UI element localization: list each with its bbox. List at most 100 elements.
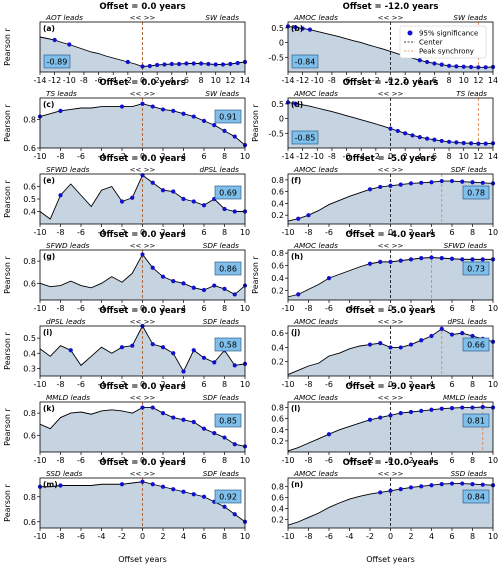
x-tick-label: -2 [118,456,126,465]
left-lead-label: AOT leads [45,13,83,22]
significance-point [293,25,298,30]
x-tick-label: 10 [240,532,250,541]
significance-point [201,203,207,208]
y-axis-label: Pearson r [3,407,12,445]
significance-point [432,137,437,142]
significance-point [480,482,485,487]
significance-point [378,415,383,420]
r-value-label: 0.58 [219,341,237,350]
panel-title: Offset = 0.0 years [99,306,185,316]
x-tick-label: -8 [57,456,65,465]
y-axis-label: Pearson r [251,103,260,141]
significance-point [177,61,182,67]
x-axis-label: Offset years [118,555,167,564]
x-tick-label: -8 [57,532,65,541]
center-arrows: << >> [378,318,404,326]
significance-point [439,178,444,184]
x-tick-label: 8 [222,152,227,161]
y-tick-label: 0.6 [23,518,36,527]
significance-point [222,435,227,440]
r-value-label: 0.86 [219,265,237,274]
significance-point [220,62,226,67]
x-tick-label: -4 [346,380,354,389]
x-tick-label: -4 [346,532,354,541]
x-tick-label: 10 [488,380,498,389]
left-lead-label: AMOC leads [293,13,338,22]
significance-point [191,199,196,204]
x-tick-label: -4 [357,76,365,85]
significance-point [191,285,196,290]
right-lead-label: SDF leads [203,241,239,250]
chart-panel: Offset = 0.0 years AOT leads SW leads << >>… [33,2,250,85]
significance-point [429,483,434,488]
x-tick-label: 6 [184,76,189,85]
x-tick-label: 0 [388,380,393,389]
left-lead-label: dPSL leads [46,317,86,326]
x-tick-label: 0 [388,228,393,237]
center-arrows: << >> [130,90,156,98]
r-value-box [214,413,242,428]
significance-point [171,415,176,420]
panel-label: (k) [43,404,55,413]
x-tick-label: 2 [160,380,165,389]
x-tick-label: -8 [80,76,88,85]
x-tick-label: -4 [98,304,106,313]
x-tick-label: 10 [488,456,498,465]
x-tick-label: -12 [48,76,61,85]
significance-point [140,64,145,69]
r-value-box [214,489,242,504]
significance-point [191,61,196,66]
x-tick-label: 10 [488,304,498,313]
significance-point [326,276,332,281]
y-tick-label: 0.6 [271,493,284,502]
x-tick-label: 2 [155,76,160,85]
significance-point [191,348,196,353]
x-tick-label: -10 [281,304,294,313]
right-lead-label: MMLD leads [443,393,487,402]
y-tick-label: 0.4 [271,199,284,208]
x-tick-label: 0 [140,304,145,313]
x-tick-label: 0 [140,532,145,541]
panel-label: (j) [291,328,300,337]
x-tick-label: 2 [160,532,165,541]
center-arrows: << >> [130,470,156,478]
x-tick-label: -6 [343,76,351,85]
significance-point [439,326,444,331]
significance-point [476,65,481,70]
significance-point [480,180,485,185]
x-tick-label: -10 [33,228,46,237]
x-tick-label: 10 [459,152,469,161]
x-tick-label: 2 [408,456,413,465]
x-tick-label: 0 [140,456,145,465]
x-tick-label: -10 [281,532,294,541]
significance-point [212,123,217,128]
significance-point [417,135,422,140]
x-tick-label: -10 [311,76,324,85]
y-tick-label: 0.8 [23,257,36,266]
significance-point [300,26,305,31]
x-tick-label: 2 [160,152,165,161]
y-axis-label: Pearson r [3,483,12,521]
y-tick-label: 0.8 [271,404,284,413]
significance-point [403,131,408,136]
center-arrows: << >> [130,318,156,326]
x-axis-label: Offset years [366,555,415,564]
panel-title: Offset = -4.0 years [346,230,436,240]
panel-title: Offset = 0.0 years [99,2,185,12]
x-tick-label: -6 [77,228,85,237]
significance-point [408,257,414,262]
significance-point [160,188,166,193]
y-tick-label: 0.8 [271,176,284,185]
significance-point [140,479,145,484]
y-tick-label: 0.6 [23,183,36,192]
significance-point [125,59,130,65]
x-tick-label: 0 [388,152,393,161]
significance-point [470,482,475,487]
right-lead-label: SSD leads [451,469,488,478]
right-lead-label: SDF leads [203,393,239,402]
x-tick-label: -4 [109,76,117,85]
significance-point [150,482,155,487]
significance-point [191,492,196,497]
significance-point [480,257,485,262]
x-tick-label: -6 [325,228,333,237]
